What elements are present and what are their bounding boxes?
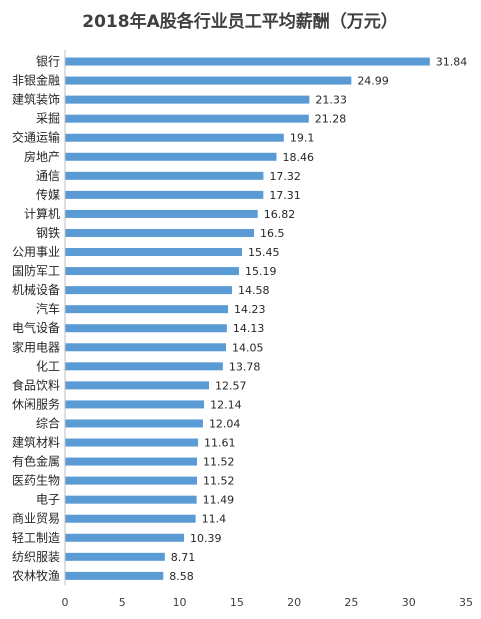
data-label: 15.19 <box>245 265 277 278</box>
data-label: 14.13 <box>233 322 265 335</box>
category-label: 食品饮料 <box>12 377 60 392</box>
data-label: 16.82 <box>264 208 296 221</box>
category-label: 建筑材料 <box>12 435 60 450</box>
x-tick-label: 25 <box>344 596 358 609</box>
data-label: 8.71 <box>171 551 196 564</box>
data-label: 13.78 <box>229 360 261 373</box>
x-axis-ticks: 0 5 10 15 20 25 30 35 <box>62 596 474 609</box>
category-label: 汽车 <box>36 301 60 316</box>
data-label: 14.58 <box>238 284 270 297</box>
bar <box>65 457 197 466</box>
category-label: 房地产 <box>24 149 60 164</box>
category-label: 国防军工 <box>12 263 60 278</box>
bar <box>65 571 164 580</box>
data-label: 14.23 <box>234 303 266 316</box>
data-label: 11.52 <box>203 475 235 488</box>
category-label: 机械设备 <box>12 282 60 297</box>
bar <box>65 114 309 123</box>
category-label: 电子 <box>36 493 60 507</box>
bar <box>65 514 196 523</box>
data-label: 11.61 <box>204 437 236 450</box>
bar <box>65 209 258 218</box>
category-label: 家用电器 <box>12 339 60 354</box>
data-label: 12.04 <box>209 417 241 430</box>
x-tick-label: 35 <box>459 596 473 609</box>
data-label: 15.45 <box>248 246 280 259</box>
data-label: 11.4 <box>202 513 227 526</box>
category-label: 有色金属 <box>12 454 60 469</box>
category-label: 轻工制造 <box>12 531 60 545</box>
category-label: 医药生物 <box>12 474 60 488</box>
category-label: 商业贸易 <box>12 511 60 526</box>
data-label: 17.31 <box>269 189 301 202</box>
data-label: 24.99 <box>357 75 389 88</box>
bar <box>65 476 197 485</box>
data-label: 14.05 <box>232 341 263 354</box>
category-label: 传媒 <box>36 187 60 202</box>
x-tick-label: 0 <box>62 596 69 609</box>
bar <box>65 133 284 142</box>
x-tick-label: 30 <box>402 596 416 609</box>
bar <box>65 324 227 333</box>
data-label: 11.52 <box>203 456 235 469</box>
x-tick-label: 20 <box>287 596 301 609</box>
category-label: 电气设备 <box>12 320 60 335</box>
category-label: 建筑装饰 <box>12 92 60 107</box>
category-label: 非银金融 <box>12 73 60 88</box>
category-label: 钢铁 <box>36 226 60 240</box>
bar <box>65 248 243 257</box>
bar <box>65 343 226 352</box>
data-label: 21.33 <box>315 94 347 107</box>
bars-layer: 银行 31.84 非银金融 24.99 建筑装饰 21.33 采掘 21.28 交通运输 19.1… <box>12 55 467 583</box>
category-label: 综合 <box>36 415 60 430</box>
bar <box>65 286 233 295</box>
data-label: 8.58 <box>169 570 194 583</box>
data-label: 31.84 <box>436 56 468 69</box>
bar <box>65 305 229 314</box>
x-tick-label: 5 <box>119 596 126 609</box>
bar <box>65 57 430 66</box>
bar <box>65 190 264 199</box>
data-label: 10.39 <box>190 532 222 545</box>
x-tick-label: 15 <box>230 596 244 609</box>
data-label: 18.46 <box>282 151 314 164</box>
bar <box>65 381 210 390</box>
data-label: 16.5 <box>260 227 285 240</box>
data-label: 21.28 <box>315 113 347 126</box>
category-label: 交通运输 <box>12 130 60 145</box>
category-label: 纺织服装 <box>12 550 60 564</box>
category-label: 采掘 <box>36 111 60 126</box>
category-label: 银行 <box>36 55 60 69</box>
data-label: 17.32 <box>269 170 301 183</box>
category-label: 农林牧渔 <box>12 569 60 583</box>
category-label: 休闲服务 <box>12 396 60 411</box>
category-label: 计算机 <box>24 206 60 221</box>
data-label: 12.14 <box>210 398 242 411</box>
bar <box>65 419 203 428</box>
bar <box>65 228 255 237</box>
bar <box>65 552 165 561</box>
bar <box>65 400 205 409</box>
bar <box>65 438 199 447</box>
bar <box>65 362 223 371</box>
category-label: 通信 <box>36 169 60 183</box>
category-label: 化工 <box>36 359 60 373</box>
bar <box>65 171 264 180</box>
bar <box>65 95 310 104</box>
bar <box>65 533 185 542</box>
data-label: 19.1 <box>290 132 315 145</box>
data-label: 12.57 <box>215 379 247 392</box>
bar <box>65 495 197 504</box>
data-label: 11.49 <box>203 494 235 507</box>
x-tick-label: 10 <box>173 596 187 609</box>
bar <box>65 152 277 161</box>
chart-title: 2018年A股各行业员工平均薪酬（万元） <box>82 11 397 32</box>
category-label: 公用事业 <box>12 245 60 259</box>
bar <box>65 76 352 85</box>
bar <box>65 267 240 276</box>
